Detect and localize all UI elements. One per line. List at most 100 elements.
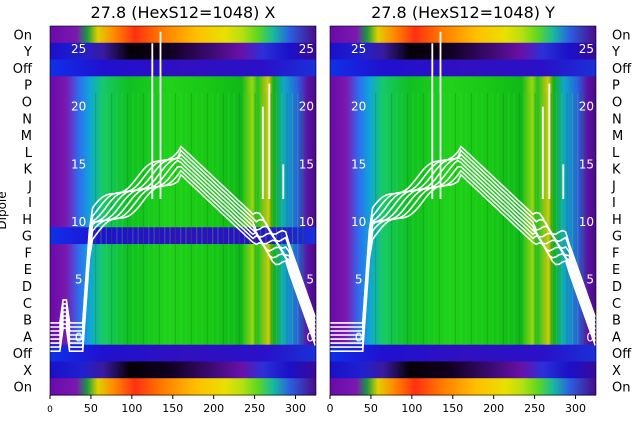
- row-label: G: [22, 230, 32, 245]
- streak: [492, 93, 494, 345]
- streak: [132, 93, 134, 345]
- streak: [238, 93, 240, 345]
- chart-title: 27.8 (HexS12=1048) Y: [371, 3, 555, 22]
- streak: [233, 93, 235, 345]
- inner-tick-label: 0: [355, 330, 363, 344]
- streak: [259, 93, 262, 345]
- row-label: J: [611, 179, 616, 194]
- heatmap-row: [330, 76, 596, 94]
- streak: [502, 93, 504, 345]
- x-tick-label: 0: [327, 402, 334, 415]
- inner-tick-label: 10: [351, 215, 366, 229]
- heatmap-row: [50, 244, 316, 262]
- streak: [412, 93, 414, 345]
- row-label: I: [28, 196, 32, 211]
- heatmap-row: [50, 93, 316, 111]
- row-label: P: [612, 79, 620, 94]
- streak: [270, 93, 272, 345]
- row-label: X: [23, 364, 32, 379]
- streak: [476, 93, 478, 345]
- heatmap-row: [330, 176, 596, 195]
- row-label: On: [14, 28, 32, 43]
- row-label: H: [22, 213, 32, 228]
- streak: [212, 93, 214, 345]
- streak: [297, 93, 299, 345]
- streak: [481, 93, 483, 345]
- inner-tick-label: 0: [306, 330, 314, 344]
- trace-line: [50, 165, 316, 344]
- streak: [164, 93, 166, 345]
- heatmap-row: [50, 260, 316, 279]
- panel-frame: [49, 25, 317, 396]
- streak: [142, 93, 145, 345]
- row-label: A: [612, 330, 621, 345]
- heatmap-row: [330, 327, 596, 346]
- trace-line: [50, 169, 316, 348]
- row-label: K: [23, 163, 32, 178]
- chart-title: 27.8 (HexS12=1048) X: [91, 3, 276, 22]
- row-label: X: [612, 364, 621, 379]
- x-tick-label: 0: [47, 405, 53, 415]
- streak: [206, 93, 208, 345]
- streak: [449, 93, 451, 345]
- streak: [422, 93, 425, 345]
- row-label: On: [14, 381, 32, 396]
- x-tick-label: 150: [162, 402, 183, 415]
- row-label: O: [612, 95, 622, 110]
- inner-tick-label: 15: [579, 157, 594, 171]
- streak: [550, 93, 552, 345]
- x-tick-label: 300: [565, 402, 586, 415]
- streak: [401, 93, 403, 345]
- streak: [158, 93, 161, 345]
- row-label: M: [21, 129, 32, 144]
- streak: [148, 93, 150, 345]
- row-label: Y: [23, 45, 32, 60]
- row-label: Off: [13, 347, 33, 362]
- heatmap-row: [50, 26, 316, 44]
- streak: [433, 93, 435, 345]
- heatmap-row: [50, 277, 316, 295]
- row-label: M: [612, 129, 623, 144]
- heatmap-row: [330, 42, 596, 61]
- row-label: I: [612, 196, 616, 211]
- row-label: K: [612, 163, 621, 178]
- row-label: F: [25, 246, 32, 261]
- row-label: P: [24, 79, 32, 94]
- heatmap-panel: 0 0 5 5 10 10 15 15 20 20 25 25: [49, 25, 317, 396]
- streak: [454, 93, 457, 345]
- heatmap-row: [330, 193, 596, 212]
- inner-tick-label: 25: [351, 42, 366, 56]
- streak: [545, 93, 547, 345]
- streak: [534, 93, 536, 345]
- heatmap-row: [50, 193, 316, 212]
- row-label: D: [612, 280, 622, 295]
- inner-tick-label: 5: [75, 273, 83, 287]
- inner-tick-label: 20: [71, 100, 86, 114]
- x-tick-label: 50: [364, 402, 378, 415]
- streak: [291, 93, 294, 345]
- streak: [465, 93, 467, 345]
- streak: [497, 93, 499, 345]
- heatmap-row: [50, 311, 316, 329]
- streak: [460, 93, 462, 345]
- row-label: D: [22, 280, 32, 295]
- row-label: Off: [13, 62, 33, 77]
- streak: [137, 93, 139, 345]
- streak: [470, 93, 472, 345]
- row-label: N: [22, 112, 32, 127]
- inner-tick-label: 25: [299, 42, 314, 56]
- streak: [571, 93, 574, 345]
- x-tick-label: 200: [483, 402, 504, 415]
- streak: [286, 93, 288, 345]
- streak: [126, 93, 129, 345]
- x-tick-label: 200: [203, 402, 224, 415]
- heatmap-row: [330, 378, 596, 396]
- streak: [566, 93, 568, 345]
- row-label: On: [612, 28, 630, 43]
- streak: [121, 93, 123, 345]
- row-label: L: [612, 146, 620, 161]
- panel-frame: [329, 25, 597, 396]
- row-label: C: [23, 297, 32, 312]
- streak: [185, 93, 187, 345]
- x-tick-label: 100: [401, 402, 422, 415]
